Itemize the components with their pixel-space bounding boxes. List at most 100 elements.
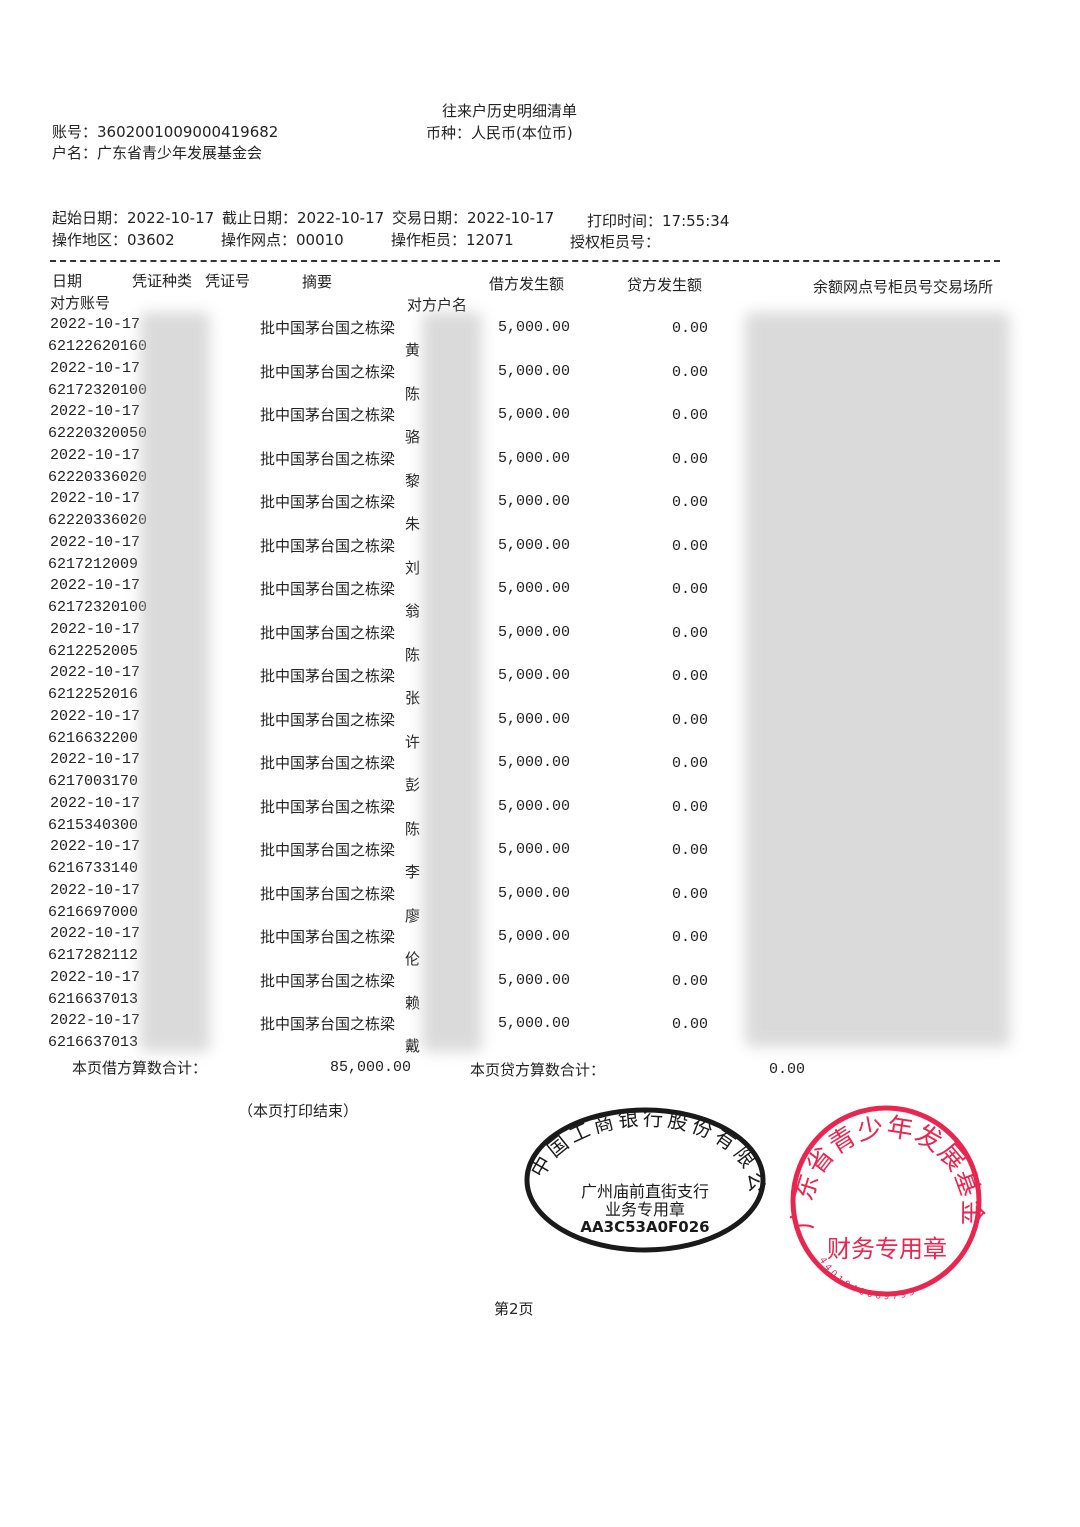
row-date: 2022-10-17 [50,620,141,638]
credit-total-value: 0.00 [769,1061,806,1078]
row-debit: 5,000.00 [497,1015,570,1032]
row-date: 2022-10-17 [50,838,141,855]
table-row: 2022-10-17 6216632200 批中国茅台国之栋梁许 5,000.00 0.… [0,708,1080,752]
row-date: 2022-10-17 [50,446,141,464]
table-row: 2022-10-17 6216697000 批中国茅台国之栋梁廖 5,000.00 0.… [0,882,1080,926]
header-voucher-no: 凭证号 [205,272,251,290]
credit-total-label: 本页贷方算数合计： [470,1061,606,1079]
row-credit: 0.00 [671,711,708,729]
redacted-names [422,312,482,1052]
row-debit: 5,000.00 [497,667,570,684]
header-voucher-type: 凭证种类 [132,272,193,290]
row-counter-account: 6216733140 [48,860,139,877]
row-credit: 0.00 [671,450,708,468]
header-debit: 借方发生额 [489,275,565,293]
row-counter-name: 李 [405,863,421,881]
svg-text:广东省青少年发展基金会: 广东省青少年发展基金会 [785,1100,987,1231]
row-counter-account: 6217282112 [48,947,139,964]
redacted-balances [745,312,1010,1047]
trade-date: 交易日期：2022-10-17 [392,209,555,227]
row-date: 2022-10-17 [50,1012,141,1029]
operation-teller: 操作柜员：12071 [391,231,514,249]
row-summary: 批中国茅台国之栋梁 [260,754,396,772]
row-counter-account: 6217003170 [48,773,139,790]
end-date: 截止日期：2022-10-17 [222,209,385,227]
row-debit: 5,000.00 [497,971,570,989]
header-summary: 摘要 [302,273,333,291]
account-number: 账号：3602001009000419682 [52,123,279,141]
row-summary: 批中国茅台国之栋梁 [260,536,396,555]
row-debit: 5,000.00 [497,319,570,336]
table-row: 2022-10-17 62172320100 批中国茅台国之栋梁翁 5,000.00 0… [0,577,1080,621]
row-counter-account: 6216632200 [48,729,139,747]
row-summary: 批中国茅台国之栋梁 [260,362,396,381]
row-counter-account: 6212252005 [48,642,139,660]
row-debit: 5,000.00 [497,362,570,380]
row-debit: 5,000.00 [497,580,570,597]
document-title: 往来户历史明细清单 [442,102,578,120]
end-note: （本页打印结束） [238,1102,359,1120]
row-counter-account: 6215340300 [48,816,139,834]
account-name: 户名：广东省青少年发展基金会 [52,144,263,162]
row-credit: 0.00 [671,537,708,555]
row-credit: 0.00 [671,407,708,424]
row-debit: 5,000.00 [497,928,570,945]
row-debit: 5,000.00 [497,841,570,858]
table-row: 2022-10-17 6217003170 批中国茅台国之栋梁彭 5,000.00 0.… [0,751,1080,795]
row-summary: 批中国茅台国之栋梁 [260,710,396,729]
authorized-teller: 授权柜员号： [570,233,661,251]
row-counter-name: 翁 [405,602,421,620]
row-counter-account: 62172320100 [48,381,148,399]
bank-stamp: 中国工商银行股份有限公司 广州庙前直街支行 业务专用章 AA3C53A0F026 [520,1095,766,1253]
row-counter-account: 6217212009 [48,555,139,573]
row-counter-account: 62122620160 [48,338,148,355]
svg-text:业务专用章: 业务专用章 [605,1200,685,1219]
row-date: 2022-10-17 [50,794,141,812]
row-debit: 5,000.00 [497,623,570,641]
header-balance-etc: 余额网点号柜员号交易场所 [813,278,994,296]
table-row: 2022-10-17 6212252005 批中国茅台国之栋梁陈 5,000.00 0.… [0,621,1080,665]
row-counter-name: 伦 [405,950,421,968]
row-date: 2022-10-17 [50,707,141,725]
row-counter-name: 骆 [405,428,421,446]
row-counter-name: 廖 [405,906,421,925]
row-summary: 批中国茅台国之栋梁 [260,1015,396,1033]
debit-total-value: 85,000.00 [330,1059,412,1076]
table-row: 2022-10-17 62220320050 批中国茅台国之栋梁骆 5,000.00 0… [0,403,1080,447]
page-number: 第2页 [494,1300,534,1318]
row-summary: 批中国茅台国之栋梁 [260,928,396,946]
foundation-stamp: 广东省青少年发展基金会 财务专用章 4401040069795 [785,1100,987,1302]
row-credit: 0.00 [671,798,708,816]
print-time: 打印时间：17:55:34 [587,212,730,230]
row-summary: 批中国茅台国之栋梁 [260,319,396,337]
svg-text:广州庙前直街支行: 广州庙前直街支行 [581,1182,709,1201]
row-counter-name: 彭 [405,776,421,794]
table-row: 2022-10-17 6217212009 批中国茅台国之栋梁刘 5,000.00 0.… [0,534,1080,578]
svg-text:AA3C53A0F026: AA3C53A0F026 [580,1218,709,1236]
header-credit: 贷方发生额 [627,276,703,294]
header-date: 日期 [52,272,83,290]
table-row: 2022-10-17 62122620160 批中国茅台国之栋梁黄 5,000.00 0… [0,316,1080,360]
row-debit: 5,000.00 [497,449,570,467]
row-counter-name: 许 [405,732,421,751]
row-counter-name: 朱 [405,515,421,533]
row-date: 2022-10-17 [50,751,141,768]
row-counter-account: 62220336020 [48,468,148,486]
redacted-accounts [140,312,210,1052]
table-row: 2022-10-17 62220336020 批中国茅台国之栋梁黎 5,000.00 0… [0,447,1080,491]
row-debit: 5,000.00 [497,406,570,423]
table-row: 2022-10-17 6216637013 批中国茅台国之栋梁赖 5,000.00 0.… [0,969,1080,1013]
row-date: 2022-10-17 [50,968,141,986]
table-row: 2022-10-17 6215340300 批中国茅台国之栋梁陈 5,000.00 0.… [0,795,1080,839]
row-summary: 批中国茅台国之栋梁 [260,623,396,642]
row-date: 2022-10-17 [50,533,141,551]
row-counter-account: 62220336020 [48,512,148,529]
row-date: 2022-10-17 [50,664,141,681]
svg-text:财务专用章: 财务专用章 [827,1235,947,1263]
row-credit: 0.00 [671,1016,708,1033]
row-summary: 批中国茅台国之栋梁 [260,884,396,903]
row-counter-name: 陈 [405,819,421,838]
row-counter-account: 6216697000 [48,903,139,921]
row-counter-account: 6216637013 [48,1034,139,1051]
operation-branch: 操作网点：00010 [221,231,344,249]
